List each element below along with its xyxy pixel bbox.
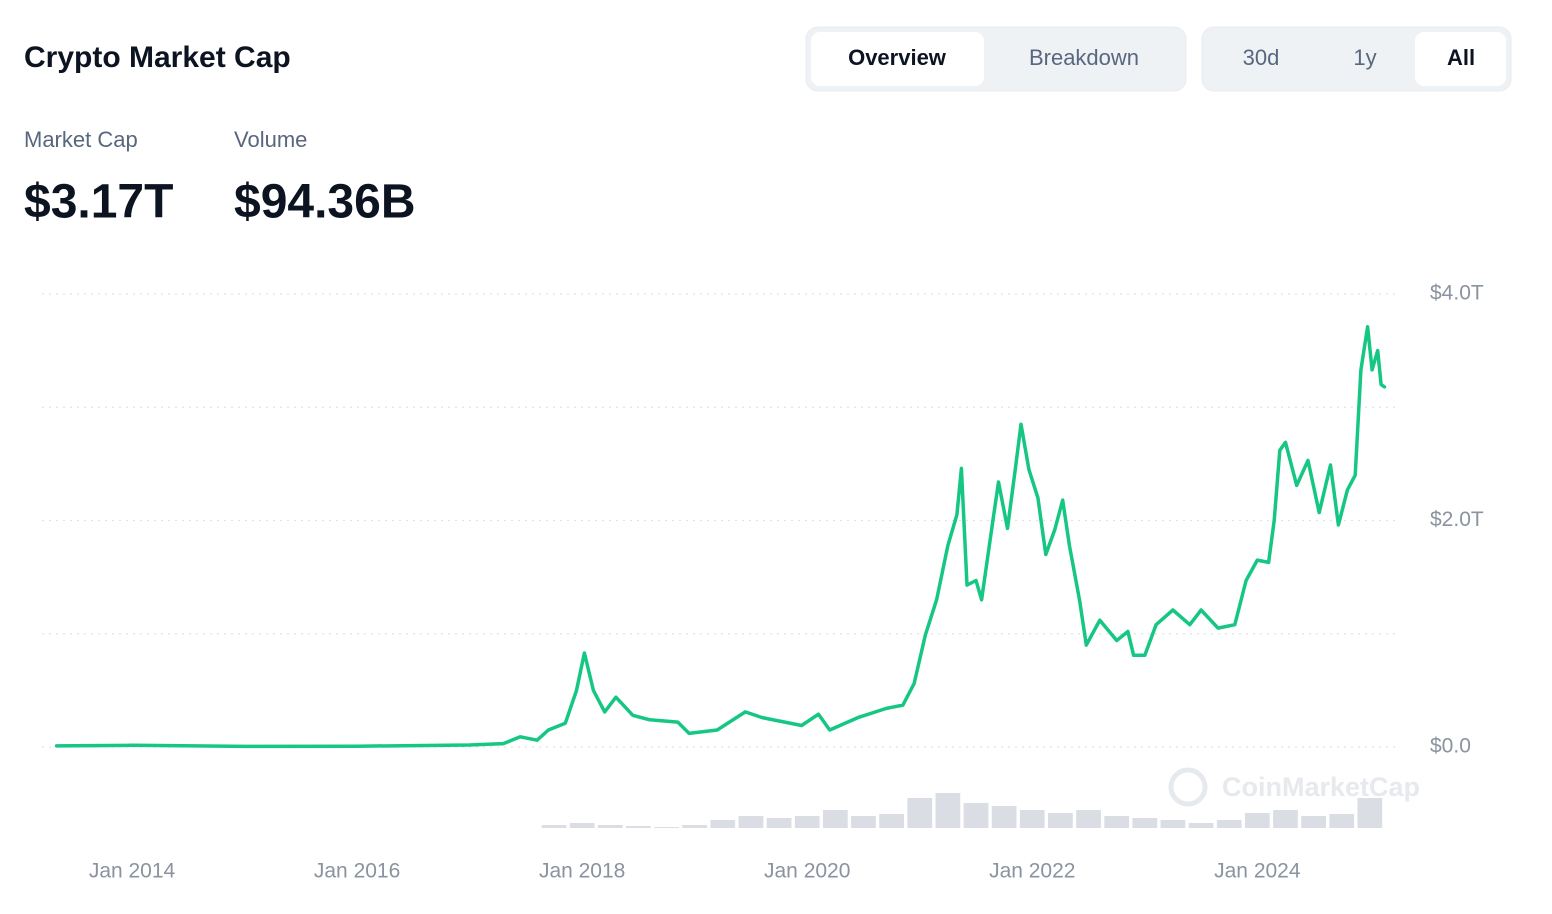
range-button[interactable]: 30d bbox=[1243, 45, 1280, 70]
stat-label: Market Cap bbox=[24, 127, 138, 152]
volume-bar bbox=[541, 825, 567, 828]
volume-bar bbox=[879, 814, 904, 828]
volume-bar bbox=[851, 816, 876, 828]
volume-bar bbox=[935, 793, 961, 828]
range-active-bg bbox=[1415, 32, 1506, 86]
volume-bar bbox=[991, 806, 1017, 828]
range-button[interactable]: All bbox=[1447, 45, 1475, 70]
volume-bar bbox=[1104, 816, 1130, 828]
volume-bar bbox=[766, 818, 792, 828]
x-tick-label: Jan 2022 bbox=[989, 860, 1075, 883]
tab-active-bg bbox=[811, 32, 984, 86]
tab[interactable]: Breakdown bbox=[1029, 45, 1139, 70]
volume-bar bbox=[1132, 818, 1158, 828]
volume-bar bbox=[626, 826, 651, 828]
tab[interactable]: Overview bbox=[848, 45, 947, 70]
volume-bar bbox=[907, 798, 933, 828]
stat-value: $3.17T bbox=[24, 176, 173, 229]
volume-bar bbox=[1019, 810, 1045, 828]
volume-bar bbox=[1188, 823, 1214, 828]
volume-bar bbox=[569, 823, 595, 828]
y-tick-label: $2.0T bbox=[1430, 508, 1484, 531]
y-tick-label: $4.0T bbox=[1430, 282, 1484, 305]
volume-bar bbox=[1076, 810, 1101, 828]
x-tick-label: Jan 2018 bbox=[539, 860, 625, 883]
x-tick-label: Jan 2014 bbox=[89, 860, 176, 883]
range-button[interactable]: 1y bbox=[1353, 45, 1376, 70]
page-title: Crypto Market Cap bbox=[24, 41, 291, 74]
watermark-logo bbox=[1168, 767, 1208, 807]
volume-bar bbox=[1357, 798, 1383, 828]
volume-bar bbox=[794, 816, 820, 828]
volume-bar bbox=[822, 810, 848, 828]
x-tick-label: Jan 2024 bbox=[1214, 860, 1301, 883]
market-cap-line bbox=[54, 325, 1387, 749]
volume-bar bbox=[1273, 810, 1298, 828]
x-tick-label: Jan 2016 bbox=[314, 860, 400, 883]
volume-bar bbox=[597, 825, 623, 828]
volume-bar bbox=[963, 803, 989, 828]
volume-bar bbox=[654, 827, 679, 828]
stat-label: Volume bbox=[234, 127, 307, 152]
stat-value: $94.36B bbox=[234, 176, 415, 229]
watermark: CoinMarketCap bbox=[1222, 772, 1420, 802]
x-tick-label: Jan 2020 bbox=[764, 860, 850, 883]
volume-bar bbox=[1244, 813, 1270, 828]
volume-bar bbox=[1216, 820, 1242, 828]
volume-bar bbox=[1160, 820, 1186, 828]
volume-bar bbox=[710, 820, 736, 828]
volume-bar bbox=[1301, 816, 1326, 828]
y-tick-label: $0.0 bbox=[1430, 735, 1471, 758]
volume-bar bbox=[1329, 814, 1355, 828]
volume-bar bbox=[682, 825, 708, 828]
volume-bar bbox=[1048, 813, 1073, 828]
volume-bar bbox=[738, 816, 764, 828]
